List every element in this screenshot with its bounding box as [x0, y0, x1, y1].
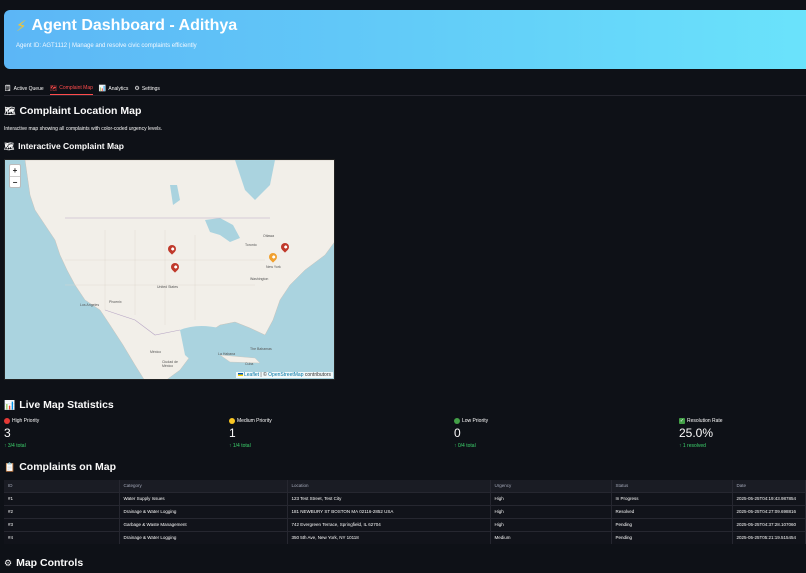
map-label-ciudad-de-mexico: Ciudad de México [162, 360, 178, 368]
section-title-map-controls: ⚙ Map Controls [4, 557, 84, 569]
zoom-out-button[interactable]: − [10, 176, 20, 187]
red-circle-icon [4, 418, 10, 424]
check-mark-icon: ✓ [679, 418, 685, 424]
section-title-stats: 📊 Live Map Statistics [4, 399, 114, 411]
metric-resolution-rate: ✓ Resolution Rate 25.0% ↑ 1 resolved [679, 418, 723, 449]
column-header-location[interactable]: Location [287, 480, 491, 492]
table-row[interactable]: #1 Water Supply Issues 123 Test Street, … [4, 491, 806, 505]
table-row[interactable]: #4 Drainage & Water Logging 350 5th Ave,… [4, 530, 806, 544]
zoom-in-button[interactable]: + [12, 166, 18, 175]
metric-low-priority: Low Priority 0 ↑ 0/4 total [454, 418, 489, 449]
column-header-urgency[interactable]: Urgency [490, 480, 612, 492]
map-label-phoenix: Phoenix [109, 300, 122, 304]
complaint-map[interactable]: Ottawa Toronto New York Washington Unite… [4, 159, 335, 380]
table-row[interactable]: #3 Garbage & Waste Management 742 Evergr… [4, 517, 806, 531]
map-icon: 🗺 [4, 105, 16, 116]
metric-high-priority: High Priority 3 ↑ 3/4 total [4, 418, 40, 449]
map-label-united-states: United States [157, 285, 179, 289]
column-header-id[interactable]: ID [4, 480, 120, 492]
tab-complaint-map[interactable]: 🗺 Complaint Map [49, 82, 93, 95]
notepad-icon: 🗒 [4, 86, 12, 92]
map-label-los-angeles: Los Angeles [80, 303, 100, 307]
gear-icon: ⚙ [4, 557, 13, 568]
map-label-la-habana: La Habana [218, 352, 236, 356]
column-header-category[interactable]: Category [119, 480, 288, 492]
table-row[interactable]: #2 Drainage & Water Logging 181 NEWBURY … [4, 504, 806, 518]
column-header-date[interactable]: Date [732, 480, 806, 492]
map-label-ottawa: Ottawa [263, 234, 275, 238]
tab-analytics[interactable]: 📊 Analytics [98, 85, 129, 93]
map-icon: 🗺 [49, 85, 58, 92]
dashboard-header: ⚡ Agent Dashboard - Adithya Agent ID: AG… [4, 10, 806, 69]
complaints-table[interactable]: ID Category Location Urgency Status Date… [4, 480, 806, 544]
map-label-new-york: New York [266, 265, 281, 269]
green-circle-icon [454, 418, 460, 424]
map-label-cuba: Cuba [245, 362, 254, 366]
page-title: ⚡ Agent Dashboard - Adithya [16, 17, 238, 35]
map-label-bahamas: The Bahamas [250, 347, 272, 351]
header-subtitle: Agent ID: AGT1112 | Manage and resolve c… [16, 43, 197, 49]
bar-chart-icon: 📊 [98, 86, 107, 92]
osm-link[interactable]: OpenStreetMap [268, 372, 304, 378]
clipboard-icon: 📋 [4, 461, 16, 472]
section-title-complaints: 📋 Complaints on Map [4, 461, 117, 473]
table-header-row: ID Category Location Urgency Status Date [4, 480, 806, 492]
bar-chart-icon: 📊 [4, 399, 16, 410]
map-tiles [5, 160, 334, 379]
section-subtitle-map: 🗺 Interactive Complaint Map [4, 141, 124, 151]
yellow-circle-icon [229, 418, 235, 424]
gear-icon: ⚙ [134, 86, 140, 92]
map-icon: 🗺 [4, 141, 15, 151]
metric-medium-priority: Medium Priority 1 ↑ 1/4 total [229, 418, 272, 449]
lightning-icon: ⚡ [16, 18, 27, 35]
map-label-toronto: Toronto [245, 243, 257, 247]
section-title-map: 🗺 Complaint Location Map [4, 105, 142, 117]
map-label-mexico: México [150, 350, 162, 354]
ukraine-flag-icon [237, 373, 243, 376]
zoom-control: + − [9, 164, 21, 188]
map-label-washington: Washington [250, 277, 269, 281]
tab-settings[interactable]: ⚙ Settings [134, 85, 160, 93]
tab-active-queue[interactable]: 🗒 Active Queue [4, 85, 44, 93]
column-header-status[interactable]: Status [611, 480, 733, 492]
tab-bar: 🗒 Active Queue 🗺 Complaint Map 📊 Analyti… [4, 82, 806, 96]
map-attribution: Leaflet | © OpenStreetMap contributors [235, 372, 333, 378]
map-caption: Interactive map showing all complaints w… [4, 126, 163, 132]
leaflet-link[interactable]: Leaflet [244, 372, 260, 378]
